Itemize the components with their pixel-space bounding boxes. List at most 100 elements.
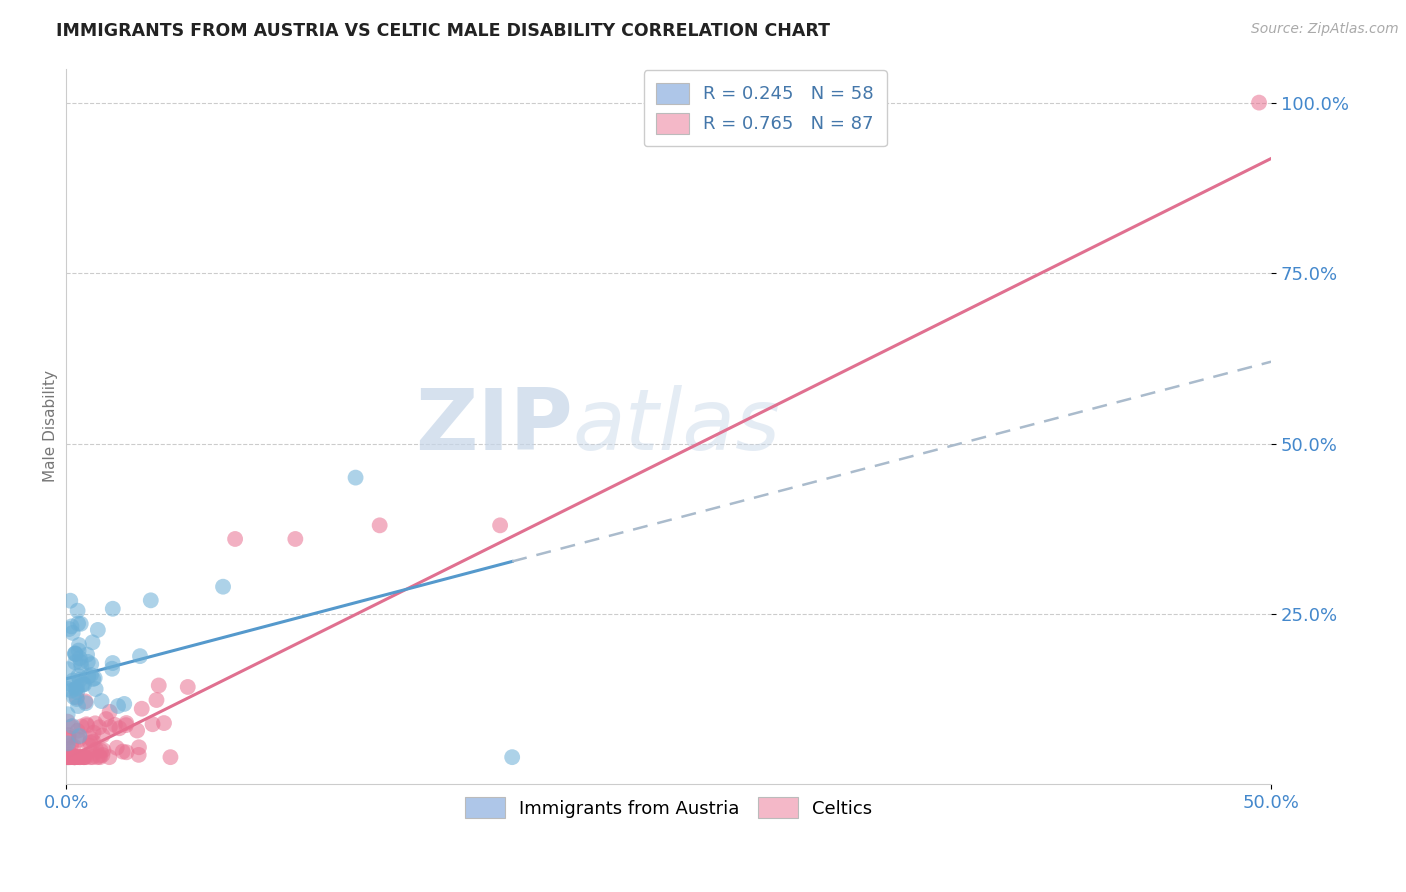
- Point: [63, 750, 86, 764]
- Point: [82, 672, 104, 686]
- Point: [56, 733, 79, 747]
- Point: [66, 604, 89, 618]
- Point: [69, 750, 91, 764]
- Point: [63, 750, 86, 764]
- Point: [104, 718, 127, 732]
- Point: [82, 735, 104, 749]
- Point: [112, 697, 135, 711]
- Point: [111, 745, 134, 759]
- Point: [489, 518, 512, 533]
- Point: [224, 532, 246, 546]
- Point: [58, 731, 80, 745]
- Point: [59, 593, 82, 607]
- Point: [67, 638, 90, 652]
- Point: [82, 750, 104, 764]
- Point: [62, 673, 84, 688]
- Point: [91, 729, 114, 743]
- Point: [65, 750, 87, 764]
- Point: [56, 736, 79, 750]
- Point: [67, 732, 90, 747]
- Point: [73, 750, 96, 764]
- Point: [59, 739, 82, 753]
- Point: [63, 750, 86, 764]
- Point: [84, 716, 107, 731]
- Text: Source: ZipAtlas.com: Source: ZipAtlas.com: [1251, 22, 1399, 37]
- Point: [69, 655, 91, 669]
- Point: [65, 655, 87, 669]
- Point: [70, 677, 93, 691]
- Point: [70, 659, 93, 673]
- Point: [56, 714, 79, 729]
- Point: [62, 719, 84, 733]
- Point: [58, 750, 80, 764]
- Point: [62, 690, 84, 704]
- Point: [58, 728, 80, 742]
- Point: [72, 678, 94, 692]
- Point: [60, 619, 83, 633]
- Point: [76, 718, 98, 732]
- Point: [75, 696, 97, 710]
- Point: [83, 671, 105, 685]
- Point: [65, 681, 87, 696]
- Point: [76, 655, 98, 669]
- Point: [284, 532, 307, 546]
- Point: [128, 747, 150, 762]
- Point: [159, 750, 181, 764]
- Point: [63, 739, 86, 754]
- Point: [59, 747, 82, 761]
- Point: [89, 750, 111, 764]
- Point: [66, 685, 89, 699]
- Point: [84, 742, 107, 756]
- Point: [67, 730, 90, 744]
- Point: [90, 694, 112, 708]
- Point: [73, 677, 96, 691]
- Point: [153, 716, 176, 731]
- Point: [58, 750, 80, 764]
- Point: [73, 750, 96, 764]
- Point: [98, 720, 121, 734]
- Point: [107, 698, 129, 713]
- Text: atlas: atlas: [572, 385, 780, 468]
- Point: [69, 729, 91, 743]
- Point: [115, 718, 138, 732]
- Point: [59, 677, 82, 691]
- Point: [368, 518, 391, 533]
- Point: [90, 744, 112, 758]
- Point: [89, 720, 111, 734]
- Point: [80, 657, 103, 672]
- Point: [62, 750, 84, 764]
- Point: [128, 740, 150, 755]
- Point: [56, 662, 79, 676]
- Point: [127, 723, 149, 738]
- Point: [58, 750, 80, 764]
- Point: [94, 712, 117, 726]
- Point: [69, 651, 91, 665]
- Legend: Immigrants from Austria, Celtics: Immigrants from Austria, Celtics: [458, 790, 879, 825]
- Point: [75, 717, 97, 731]
- Point: [66, 681, 89, 695]
- Point: [148, 678, 170, 692]
- Point: [63, 750, 86, 764]
- Point: [108, 721, 131, 735]
- Point: [501, 750, 523, 764]
- Point: [1247, 95, 1270, 110]
- Point: [60, 719, 83, 733]
- Point: [79, 739, 101, 753]
- Point: [79, 750, 101, 764]
- Point: [70, 719, 93, 733]
- Point: [67, 669, 90, 683]
- Point: [58, 742, 80, 756]
- Point: [212, 580, 235, 594]
- Point: [344, 470, 367, 484]
- Point: [98, 750, 121, 764]
- Point: [67, 643, 90, 657]
- Point: [66, 690, 89, 705]
- Point: [115, 716, 138, 731]
- Point: [66, 723, 89, 738]
- Point: [101, 662, 124, 676]
- Point: [63, 750, 86, 764]
- Point: [93, 743, 115, 757]
- Point: [69, 616, 91, 631]
- Point: [83, 725, 105, 739]
- Point: [63, 647, 86, 661]
